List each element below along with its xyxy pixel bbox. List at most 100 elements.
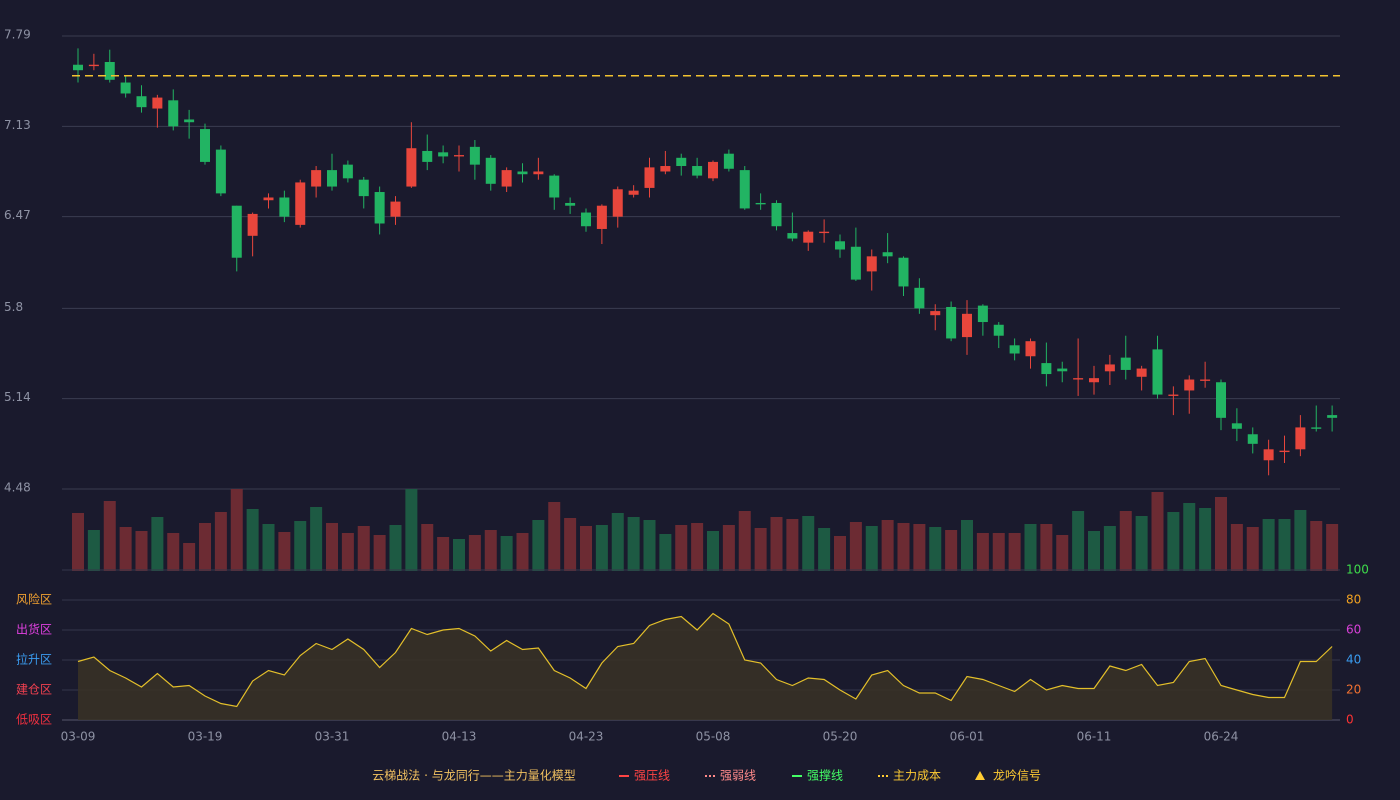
zone-label: 低吸区 [16,713,52,727]
volume-bar [1310,521,1323,571]
y-tick-label: 5.14 [4,390,31,404]
oscillator-line [77,612,1333,708]
volume-bar [611,513,624,571]
y-tick-label: 6.47 [4,208,31,222]
candle-body [469,146,480,165]
zone-label: 拉升区 [16,652,52,667]
volume-bar [548,502,561,571]
candle-body [1200,379,1211,381]
volume-bar [1230,524,1243,571]
candle-body [819,231,830,234]
y-tick-label: 0 [1346,713,1354,727]
volume-bar [1072,511,1085,571]
candle-body [739,170,750,209]
volume-bar [961,520,973,571]
candle-body [723,153,734,169]
volume-bar [691,523,704,571]
candle-body [358,179,369,197]
volume-bar [595,525,608,571]
legend-label: 龙吟信号 [993,768,1041,783]
volume-bar [580,526,592,571]
candle-body [1311,427,1322,429]
candle-body [200,129,210,162]
volume-bar [373,535,386,571]
volume-bar [310,507,323,571]
candle-body [247,213,258,236]
x-tick-label: 05-08 [696,730,731,744]
volume-bar [881,520,894,571]
volume-bar [468,535,481,571]
candle-body [1152,349,1163,395]
volume-bar [151,517,164,571]
volume-bar [564,518,577,571]
legend-label: 强撑线 [807,768,843,783]
candle-body [1295,427,1306,450]
candle-body [565,202,576,206]
volume-bar [976,533,989,571]
volume-bar [262,524,275,571]
candle-body [1073,378,1084,380]
x-tick-label: 03-09 [61,730,96,744]
candle-body [438,152,449,157]
volume-bar [72,513,84,571]
candle-body [1247,434,1258,444]
volume-bar [707,531,719,571]
volume-bar [103,501,116,571]
y-tick-label: 20 [1346,683,1361,697]
candle-body [930,311,941,316]
candle-body [628,190,639,195]
candle-body [120,82,131,94]
x-tick-label: 05-20 [823,730,858,744]
volume-bar [1103,526,1116,571]
candle-body [866,256,877,272]
candle-body [1216,382,1226,418]
volume-bar [1135,516,1148,571]
zone-label: 风险区 [16,592,52,607]
volume-bar [1040,524,1053,571]
volume-bar [786,519,799,571]
legend-label: 强压线 [634,769,670,783]
y-tick-label: 80 [1346,593,1361,607]
volume-bar [341,533,354,571]
candle-body [231,205,242,258]
volume-bar [834,536,846,571]
volume-bar [500,536,513,571]
volume-bar [722,525,735,571]
volume-bar [1246,527,1259,571]
volume-bar [992,533,1005,571]
volume-bar [929,527,942,571]
volume-bar [389,525,402,571]
volume-bar [87,530,100,571]
volume-bar [532,520,545,571]
y-tick-label: 5.8 [4,300,23,314]
volume-bar [453,539,465,571]
volume-bar [802,516,815,571]
candle-body [311,170,322,187]
volume-bar [246,509,259,571]
candle-body [1168,394,1179,396]
candle-body [596,205,607,229]
x-tick-label: 06-24 [1204,730,1239,744]
candle-body [1263,449,1274,461]
volume-bar [214,512,227,571]
candle-body [1041,363,1052,375]
volume-bar [1119,511,1132,571]
volume-bar [1008,533,1021,571]
legend-title: 云梯战法 · 与龙同行——主力量化模型 [372,769,575,783]
volume-bar [1151,492,1164,571]
volume-bar [1199,508,1212,571]
volume-bar [1326,524,1339,571]
x-tick-label: 04-23 [569,730,604,744]
candle-body [803,231,814,243]
volume-bar [849,522,862,571]
volume-bar [897,523,910,571]
volume-bar [135,531,148,571]
oscillator-area [78,613,1333,720]
volume-bar [1215,497,1227,571]
x-tick-label: 06-01 [950,730,985,744]
y-tick-label: 100 [1346,563,1369,577]
candle-body [993,324,1004,336]
candle-body [1279,450,1290,453]
candle-body [422,150,433,162]
zone-label: 建仓区 [16,683,52,697]
